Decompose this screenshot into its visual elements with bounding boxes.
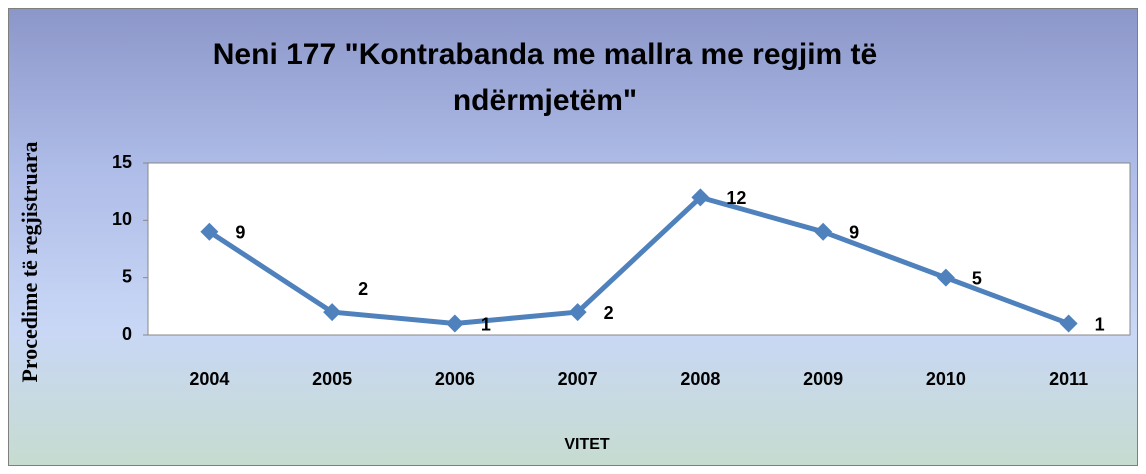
- marker: [200, 222, 219, 241]
- marker: [568, 303, 587, 322]
- y-axis-label: Procedime të regjistruara: [17, 141, 42, 382]
- series-line: [208, 194, 1070, 327]
- data-label: 2: [358, 279, 368, 299]
- marker: [1059, 314, 1078, 333]
- x-tick-label: 2007: [558, 369, 598, 389]
- x-tick-label: 2004: [189, 369, 229, 389]
- x-axis-label: VITET: [564, 436, 610, 453]
- marker: [691, 188, 710, 207]
- data-label: 1: [1095, 314, 1105, 334]
- marker: [936, 268, 955, 287]
- x-tick-label: 2008: [680, 369, 720, 389]
- y-tick-label: 0: [122, 324, 132, 344]
- y-tick-label: 5: [122, 266, 132, 286]
- marker: [445, 314, 464, 333]
- data-label: 5: [972, 268, 982, 288]
- x-tick-label: 2010: [926, 369, 966, 389]
- marker: [323, 303, 342, 322]
- y-tick-label: 15: [112, 152, 132, 172]
- data-label: 9: [235, 223, 245, 243]
- x-tick-label: 2006: [435, 369, 475, 389]
- chart-title: Neni 177 "Kontrabanda me mallra me regji…: [212, 38, 878, 117]
- y-tick-label: 10: [112, 209, 132, 229]
- x-tick-label: 2009: [803, 369, 843, 389]
- plot-area: [147, 162, 1131, 336]
- marker: [814, 222, 833, 241]
- data-label: 2: [604, 303, 614, 323]
- x-tick-label: 2011: [1049, 369, 1088, 389]
- data-label: 1: [481, 314, 491, 334]
- data-label: 12: [726, 188, 746, 208]
- x-tick-label: 2005: [312, 369, 352, 389]
- data-label: 9: [849, 223, 859, 243]
